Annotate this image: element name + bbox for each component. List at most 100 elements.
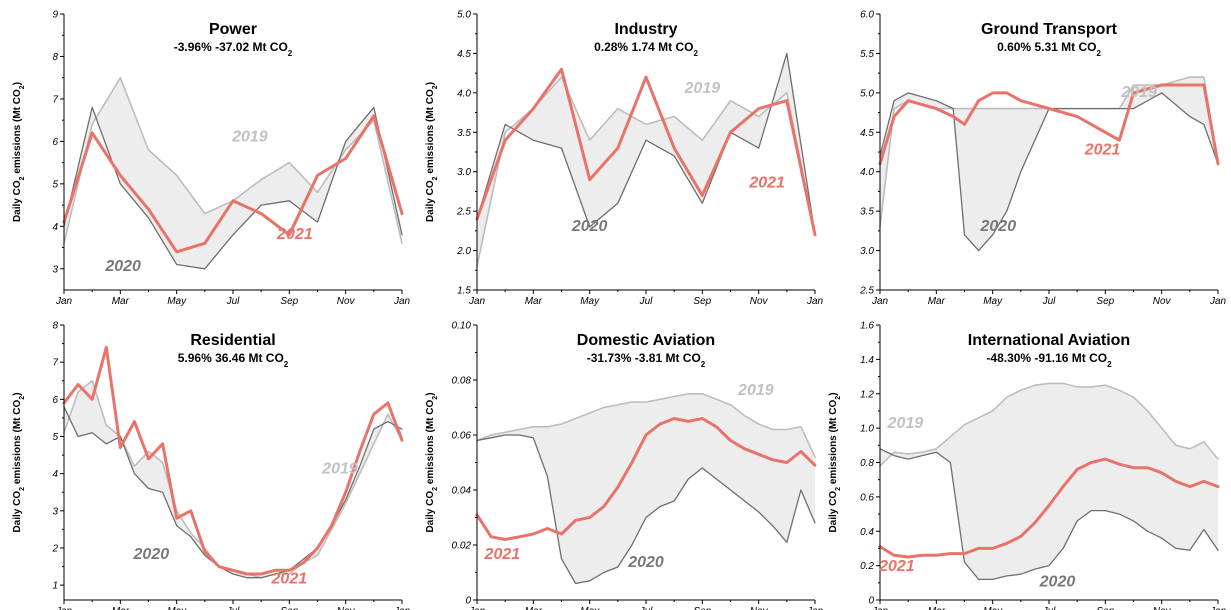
series-annotation-2020: 2020 [571,218,608,235]
chart-subtitle: -48.30% -91.16 Mt CO2 [986,351,1112,369]
x-tick-label: Jul [1042,296,1057,307]
chart-title: International Aviation [968,332,1130,349]
series-annotation-2021: 2021 [276,226,313,243]
x-tick-label: Nov [1153,606,1172,610]
x-tick-label: Sep [1096,606,1114,610]
x-tick-label: May [983,606,1003,610]
y-tick-label: 3 [52,264,58,275]
x-tick-label: Jan [468,296,486,307]
series-annotation-2019: 2019 [1120,84,1157,101]
x-tick-label: May [580,606,600,610]
series-line-2020 [879,448,1219,581]
x-tick-label: Nov [1153,296,1172,307]
series-annotation-2020: 2020 [627,554,664,571]
y-tick-label: 7 [52,94,58,105]
series-line-2021 [62,345,404,576]
band-2019-2020 [880,77,1218,251]
y-tick-label: 1.5 [457,286,471,297]
y-tick-label: 6 [52,137,58,148]
x-tick-label: Mar [928,296,946,307]
y-tick-label: 5.5 [860,49,874,60]
x-tick-label: Nov [337,606,356,610]
chart-panel-2: 1.5 2.0 2.5 3.0 3.5 4.0 4.5 5.0 Jan Mar May Jul Sep N… [425,10,823,308]
x-tick-label: May [983,296,1003,307]
chart-panel-4: 1 2 3 4 5 6 7 8 Jan Mar May Jul Sep Nov Jan Residential… [12,321,410,610]
y-axis-label: Daily CO2 emissions (Mt CO2) [425,392,439,532]
chart-title: Industry [614,21,677,38]
y-tick-label: 0.10 [452,321,472,332]
series-line-2021 [475,417,817,541]
y-axis-label: Daily CO2 emissions (Mt CO2) [828,392,842,532]
chart-panel-3: 2.5 3.0 3.5 4.0 4.5 5.0 5.5 6.0 Jan Mar May Jul Sep N… [859,10,1226,308]
chart-subtitle: 5.96% 36.46 Mt CO2 [178,351,289,369]
x-tick-label: Mar [525,606,543,610]
y-tick-label: 0.2 [860,561,874,572]
chart-subtitle: -31.73% -3.81 Mt CO2 [587,351,706,369]
y-tick-label: 0 [465,596,471,607]
y-tick-label: 1 [52,581,58,592]
y-tick-label: 0 [868,596,874,607]
y-tick-label: 0.04 [452,486,472,497]
y-tick-label: 3.5 [860,207,874,218]
x-tick-label: Sep [693,296,711,307]
y-tick-label: 4.0 [860,167,874,178]
x-tick-label: Jul [226,296,241,307]
series-annotation-2020: 2020 [980,218,1017,235]
series-annotation-2020: 2020 [133,546,170,563]
chart-panel-1: 3 4 5 6 7 8 9 Jan Mar May Jul Sep Nov Jan Power -3.96% … [12,10,410,308]
x-tick-label: Nov [750,296,769,307]
x-tick-label: May [580,296,600,307]
y-tick-label: 0.02 [452,541,472,552]
y-tick-label: 3.0 [457,167,471,178]
series-annotation-2019: 2019 [737,382,774,399]
y-tick-label: 1.2 [860,389,874,400]
y-axis-label: Daily CO2 emissions (Mt CO2) [425,82,439,222]
x-tick-label: Jul [1042,606,1057,610]
x-tick-label: Sep [693,606,711,610]
x-tick-label: Jul [639,606,654,610]
y-tick-label: 8 [52,321,58,332]
y-tick-label: 1.6 [860,321,874,332]
band-2019-2020 [477,53,815,267]
y-tick-label: 2.5 [859,286,874,297]
x-tick-label: May [167,296,187,307]
x-tick-label: Jan [871,296,889,307]
y-axis-label: Daily CO2 emissions (Mt CO2) [12,82,26,222]
series-line-2021 [62,114,404,254]
chart-subtitle: 0.28% 1.74 Mt CO2 [594,40,698,58]
x-tick-label: Jul [226,606,241,610]
series-line-2020 [63,106,403,270]
y-tick-label: 3 [52,506,58,517]
y-tick-label: 0.08 [452,376,472,387]
series-annotation-2021: 2021 [748,174,785,191]
x-tick-label: Mar [525,296,543,307]
x-tick-label: Mar [112,296,130,307]
y-tick-label: 4.5 [457,49,471,60]
series-line-2020 [879,92,1219,252]
series-line-2021 [878,83,1220,166]
y-tick-label: 4.0 [457,88,471,99]
series-line-2020 [63,406,403,579]
x-tick-label: Jan [468,606,486,610]
x-tick-label: Jan [393,296,411,307]
y-tick-label: 2.5 [456,207,471,218]
y-tick-label: 0.4 [860,527,874,538]
y-tick-label: 3.0 [860,246,874,257]
series-line-2020 [476,52,816,236]
x-tick-label: Sep [280,606,298,610]
y-tick-label: 3.5 [457,128,471,139]
series-line-2021 [878,457,1220,559]
series-line-2019 [476,393,816,458]
x-tick-label: Jan [1209,606,1227,610]
y-tick-label: 6 [52,395,58,406]
x-tick-label: Mar [112,606,130,610]
y-tick-label: 1.4 [860,355,874,366]
series-annotation-2021: 2021 [271,570,308,587]
x-tick-label: Jan [1209,296,1227,307]
series-annotation-2020: 2020 [1039,573,1076,590]
series-line-2021 [475,67,817,237]
x-tick-label: Mar [928,606,946,610]
x-tick-label: Nov [750,606,769,610]
y-tick-label: 5.0 [457,10,471,21]
